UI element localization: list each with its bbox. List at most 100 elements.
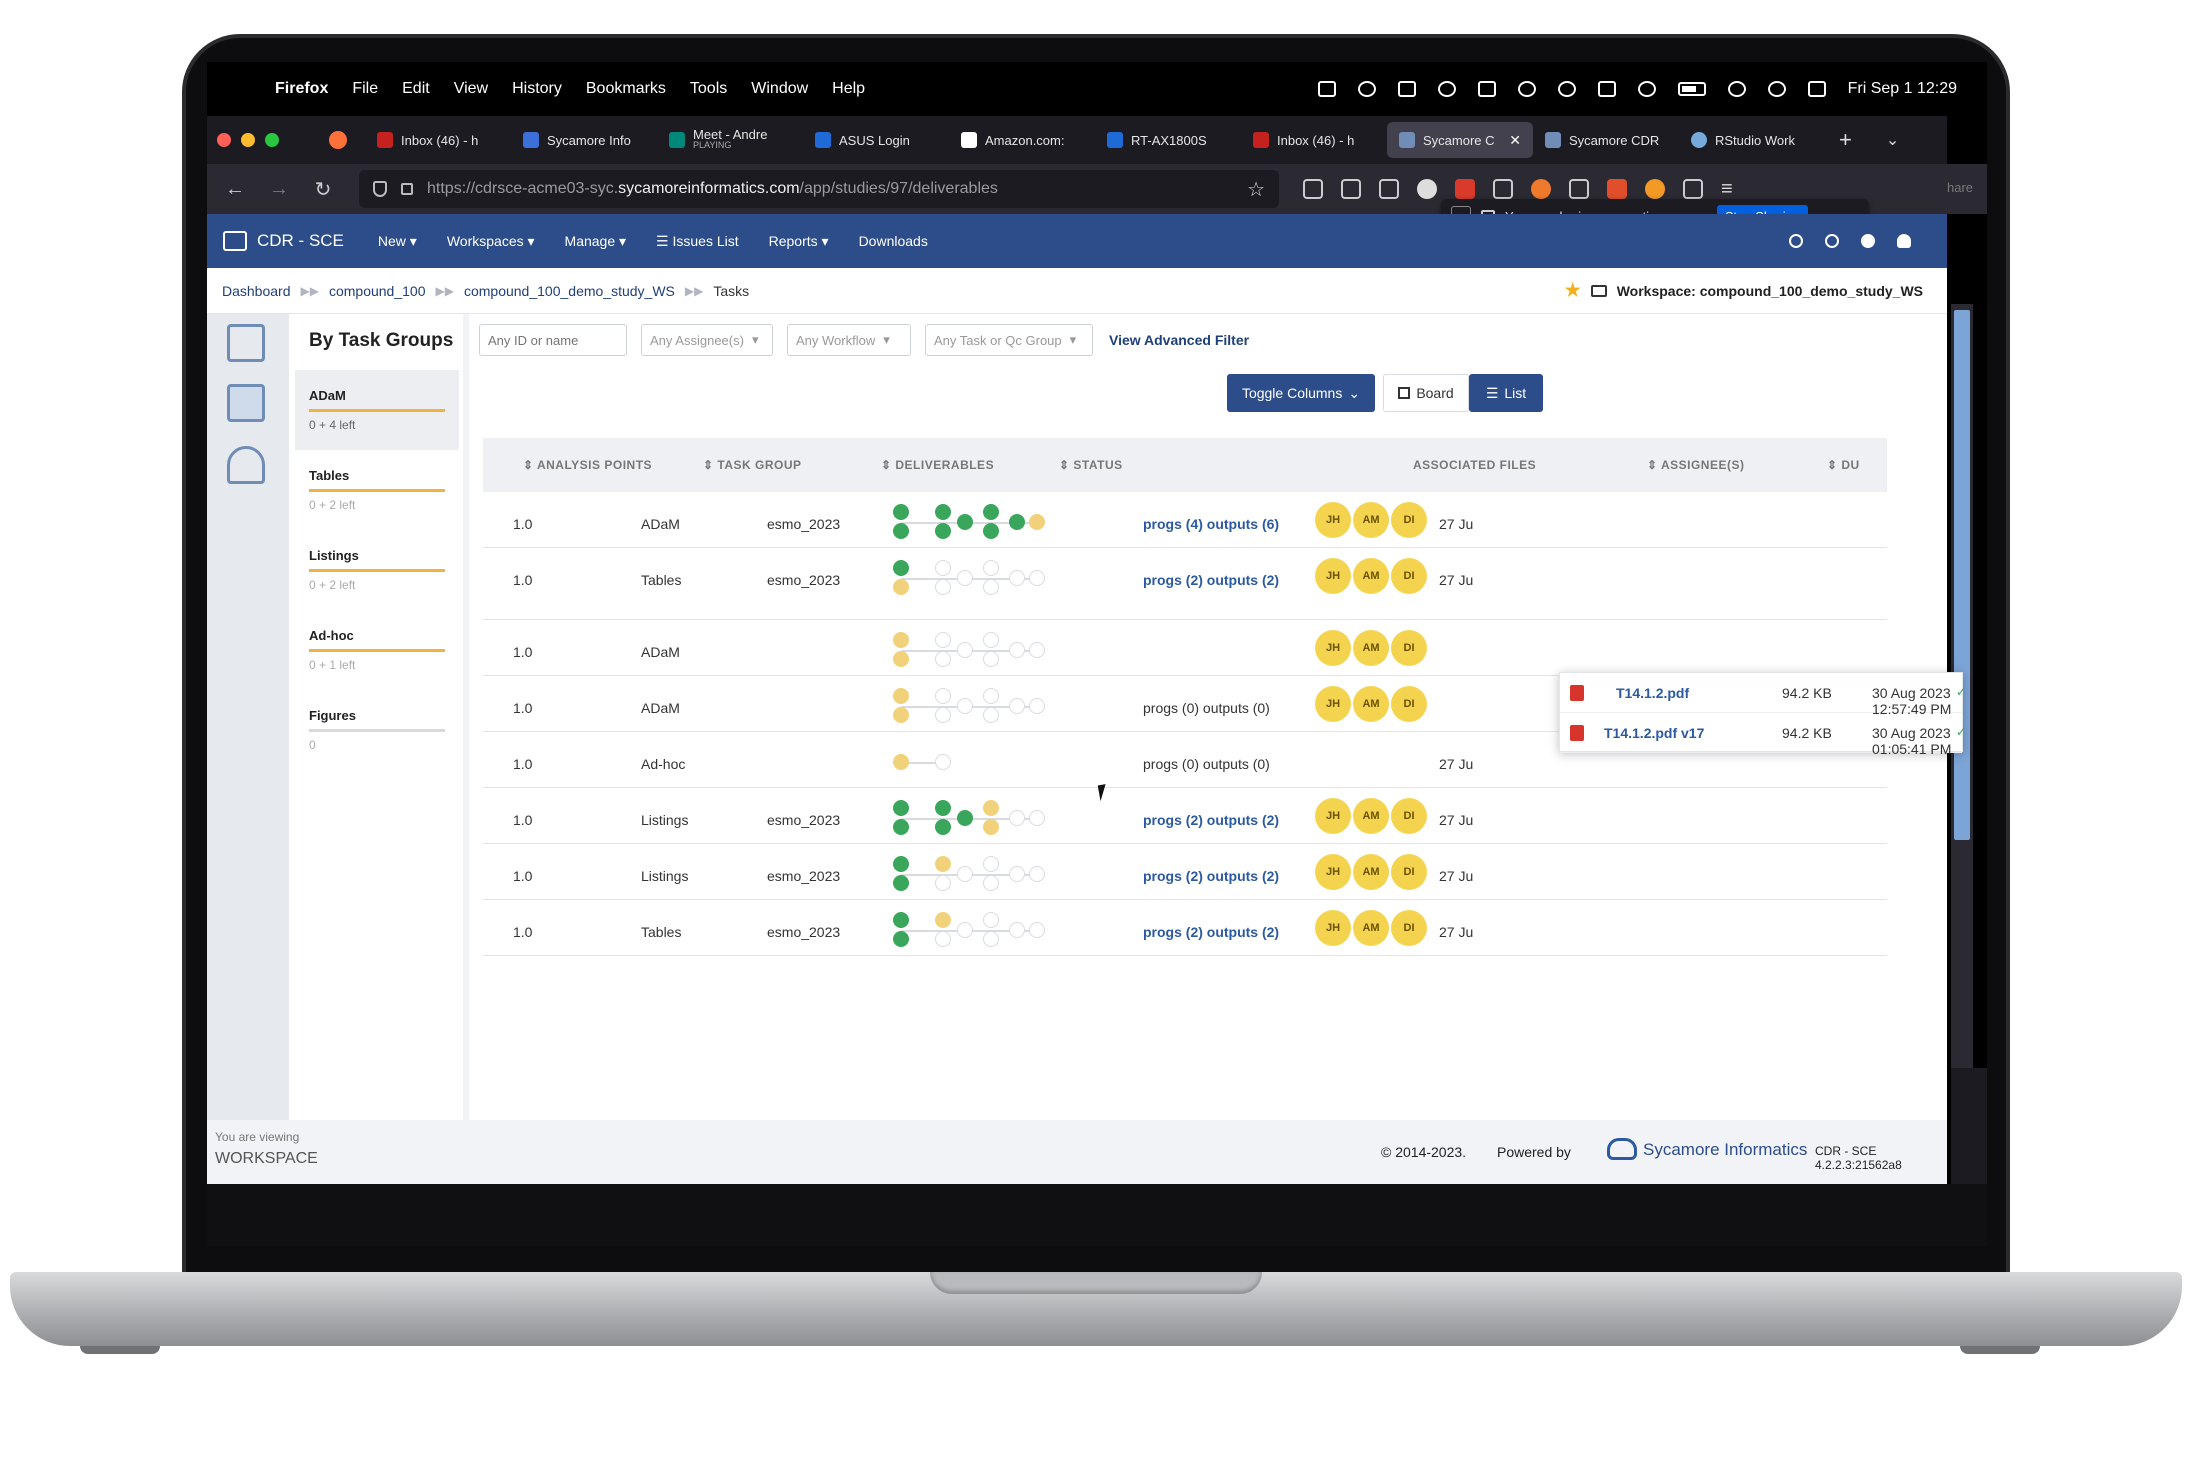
status-step-dot[interactable] [983, 856, 999, 872]
status-workflow[interactable] [893, 558, 1063, 598]
zoom-window-icon[interactable] [265, 133, 279, 147]
forward-icon[interactable]: → [269, 177, 289, 200]
status-step-dot[interactable] [935, 688, 951, 704]
audio-icon[interactable] [1557, 81, 1576, 97]
tree-view-icon[interactable] [227, 324, 265, 362]
table-row[interactable]: 1.0 Tables esmo_2023 progs (2) outputs (2) J… [483, 900, 1887, 956]
status-step-dot[interactable] [893, 651, 909, 667]
status-workflow[interactable] [893, 798, 1063, 838]
assignee-avatar[interactable]: AM [1353, 686, 1389, 722]
status-step-dot[interactable] [983, 523, 999, 539]
control-center-icon[interactable] [1807, 81, 1826, 97]
toggle-columns-button[interactable]: Toggle Columns ⌄ [1227, 374, 1375, 412]
status-workflow[interactable] [893, 742, 1063, 782]
associated-files[interactable]: progs (2) outputs (2) [1143, 924, 1280, 940]
status-step-dot[interactable] [935, 819, 951, 835]
back-icon[interactable]: ← [225, 177, 245, 200]
assignee-avatar[interactable]: DI [1391, 502, 1427, 538]
file-row[interactable]: T14.1.2.pdf 94.2 KB 30 Aug 2023 12:57:49… [1560, 673, 1966, 717]
file-name-link[interactable]: T14.1.2.pdf v17 [1604, 725, 1705, 741]
task-group-filter[interactable]: Any Task or Qc Group ▾ [925, 324, 1093, 356]
minimize-window-icon[interactable] [241, 133, 255, 147]
status-step-dot[interactable] [983, 819, 999, 835]
status-step-dot[interactable] [935, 931, 951, 947]
status-step-dot[interactable] [1029, 810, 1045, 826]
drive-icon[interactable] [1397, 81, 1416, 97]
wifi-icon[interactable] [1727, 81, 1746, 97]
status-step-dot[interactable] [935, 523, 951, 539]
browser-tab[interactable]: Meet - Andre PLAYING [657, 122, 803, 158]
status-step-dot[interactable] [957, 922, 973, 938]
col-due[interactable]: ⇕ DU [1827, 458, 1860, 472]
assignee-avatar[interactable]: DI [1391, 558, 1427, 594]
menu-firefox[interactable]: Firefox [275, 80, 329, 97]
browser-tab[interactable]: Sycamore Info [511, 122, 657, 158]
assignee-avatar[interactable]: JH [1315, 630, 1351, 666]
pocket-icon[interactable] [1303, 179, 1323, 199]
assignee-avatar[interactable]: AM [1353, 910, 1389, 946]
status-step-dot[interactable] [957, 642, 973, 658]
file-row[interactable]: T14.1.2.pdf v17 94.2 KB 30 Aug 2023 01:0… [1560, 713, 1966, 757]
menu-view[interactable]: View [453, 80, 489, 97]
task-group-listings[interactable]: Listings 0 + 2 left [295, 530, 459, 610]
col-analysis-points[interactable]: ⇕ ANALYSIS POINTS [523, 458, 653, 472]
task-group-tables[interactable]: Tables 0 + 2 left [295, 450, 459, 530]
col-status[interactable]: ⇕ STATUS [1059, 458, 1123, 472]
table-row[interactable]: 1.0 Listings esmo_2023 progs (2) outputs (2… [483, 844, 1887, 900]
status-step-dot[interactable] [935, 754, 951, 770]
status-step-dot[interactable] [893, 856, 909, 872]
status-step-dot[interactable] [1029, 866, 1045, 882]
assignee-avatar[interactable]: AM [1353, 502, 1389, 538]
menu-edit[interactable]: Edit [402, 80, 430, 97]
status-step-dot[interactable] [1029, 698, 1045, 714]
status-step-dot[interactable] [983, 688, 999, 704]
associated-files[interactable]: progs (2) outputs (2) [1143, 868, 1280, 884]
status-step-dot[interactable] [893, 875, 909, 891]
browser-tab[interactable]: Inbox (46) - h [1241, 122, 1387, 158]
status-workflow[interactable] [893, 686, 1063, 726]
reload-icon[interactable]: ↻ [314, 178, 332, 201]
status-step-dot[interactable] [983, 912, 999, 928]
task-group-adhoc[interactable]: Ad-hoc 0 + 1 left [295, 610, 459, 690]
nav-new[interactable]: New ▾ [377, 232, 417, 249]
browser-tab[interactable]: ASUS Login [803, 122, 949, 158]
status-step-dot[interactable] [983, 800, 999, 816]
close-tab-icon[interactable]: ✕ [1509, 131, 1521, 148]
table-row[interactable]: 1.0 Tables esmo_2023 progs (2) outputs (2) J… [483, 548, 1887, 620]
menubar-clock[interactable]: Fri Sep 1 12:29 [1847, 80, 1957, 97]
task-group-figures[interactable]: Figures 0 [295, 690, 459, 770]
assignee-avatar[interactable]: DI [1391, 798, 1427, 834]
status-step-dot[interactable] [935, 800, 951, 816]
scrollbar-thumb[interactable] [1954, 310, 1970, 840]
nav-downloads[interactable]: Downloads [858, 233, 928, 249]
assignee-avatar[interactable]: AM [1353, 630, 1389, 666]
associated-files[interactable]: progs (4) outputs (6) [1143, 516, 1280, 532]
help-icon[interactable] [1861, 234, 1875, 248]
status-step-dot[interactable] [893, 800, 909, 816]
new-tab-icon[interactable]: + [1839, 127, 1852, 152]
assignee-avatar[interactable]: DI [1391, 686, 1427, 722]
status-step-dot[interactable] [1029, 514, 1045, 530]
assignee-avatar[interactable]: JH [1315, 502, 1351, 538]
status-step-dot[interactable] [1009, 866, 1025, 882]
status-step-dot[interactable] [893, 632, 909, 648]
lock-icon[interactable] [401, 183, 413, 195]
table-row[interactable]: 1.0 ADaM esmo_2023 progs (4) outputs (6) JH A… [483, 492, 1887, 548]
col-assignees[interactable]: ⇕ ASSIGNEE(S) [1647, 458, 1745, 472]
status-step-dot[interactable] [893, 707, 909, 723]
status-step-dot[interactable] [983, 504, 999, 520]
browser-tab[interactable]: Sycamore CDR [1533, 122, 1679, 158]
extensions-puzzle-icon[interactable] [1683, 179, 1703, 199]
bluetooth-icon[interactable] [1637, 81, 1656, 97]
nav-manage[interactable]: Manage ▾ [564, 232, 627, 249]
company-name[interactable]: Sycamore Informatics [1643, 1140, 1808, 1159]
id-search-input[interactable] [479, 324, 627, 356]
status-step-dot[interactable] [893, 912, 909, 928]
menu-tools[interactable]: Tools [689, 80, 728, 97]
workflow-filter[interactable]: Any Workflow ▾ [787, 324, 911, 356]
browser-tab[interactable]: RT-AX1800S [1095, 122, 1241, 158]
status-step-dot[interactable] [1009, 642, 1025, 658]
search-icon[interactable] [1825, 234, 1839, 248]
browser-tab-active[interactable]: Sycamore C ✕ [1387, 122, 1533, 158]
menu-help[interactable]: Help [832, 80, 866, 97]
